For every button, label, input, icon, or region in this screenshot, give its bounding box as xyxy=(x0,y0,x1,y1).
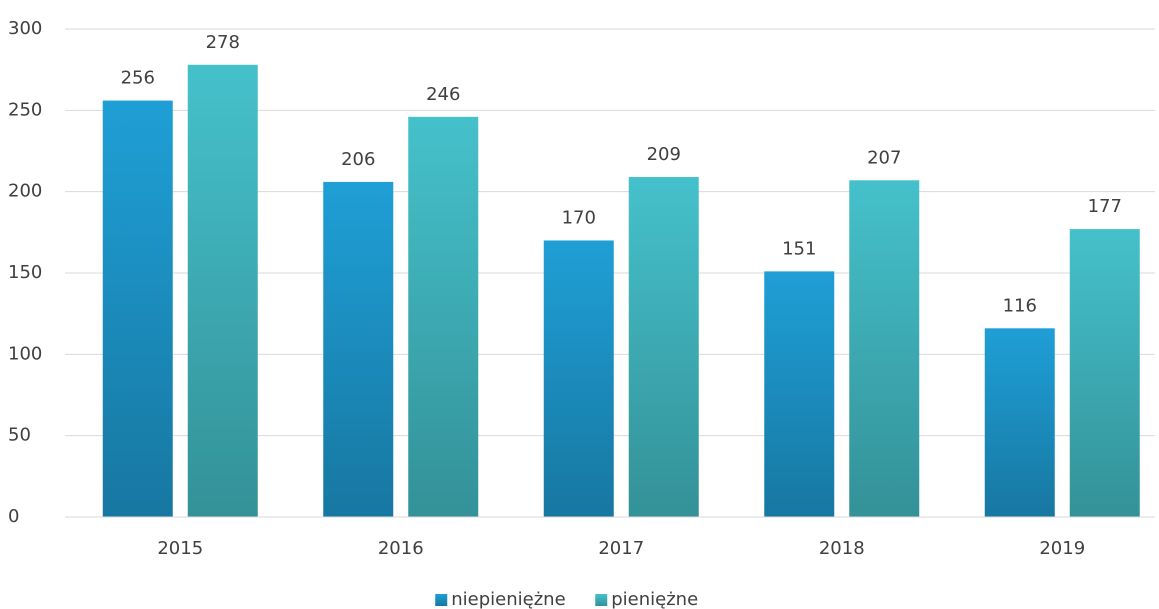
y-tick-label: 250 xyxy=(8,99,42,120)
legend-swatch xyxy=(595,594,608,606)
data-label: 116 xyxy=(1003,295,1037,316)
legend-label: pieniężne xyxy=(611,589,698,609)
x-tick-label: 2017 xyxy=(598,538,644,559)
data-label: 209 xyxy=(647,144,681,165)
bar xyxy=(543,240,614,517)
legend-swatch xyxy=(435,594,448,606)
bar xyxy=(408,116,479,517)
data-label: 206 xyxy=(341,149,375,170)
data-label: 278 xyxy=(206,32,240,53)
data-label: 246 xyxy=(426,84,460,105)
y-tick-label: 0 xyxy=(8,506,19,527)
bar xyxy=(102,100,173,517)
bar xyxy=(849,180,920,517)
data-label: 256 xyxy=(121,68,155,89)
y-tick-label: 150 xyxy=(8,262,42,283)
y-tick-label: 300 xyxy=(8,18,42,39)
legend-label: niepieniężne xyxy=(451,589,565,609)
bar xyxy=(187,64,258,517)
bar xyxy=(323,181,394,517)
y-tick-label: 200 xyxy=(8,181,42,202)
y-tick-label: 50 xyxy=(8,425,31,446)
x-tick-label: 2019 xyxy=(1039,538,1085,559)
data-label: 151 xyxy=(782,238,816,259)
x-tick-label: 2018 xyxy=(819,538,865,559)
data-label: 177 xyxy=(1088,196,1122,217)
data-label: 170 xyxy=(562,207,596,228)
bar xyxy=(984,328,1055,517)
x-tick-label: 2016 xyxy=(378,538,424,559)
bar xyxy=(1069,229,1140,517)
data-label: 207 xyxy=(867,147,901,168)
bar xyxy=(628,177,699,517)
bar xyxy=(764,271,835,517)
y-tick-label: 100 xyxy=(8,343,42,364)
x-tick-label: 2015 xyxy=(157,538,203,559)
